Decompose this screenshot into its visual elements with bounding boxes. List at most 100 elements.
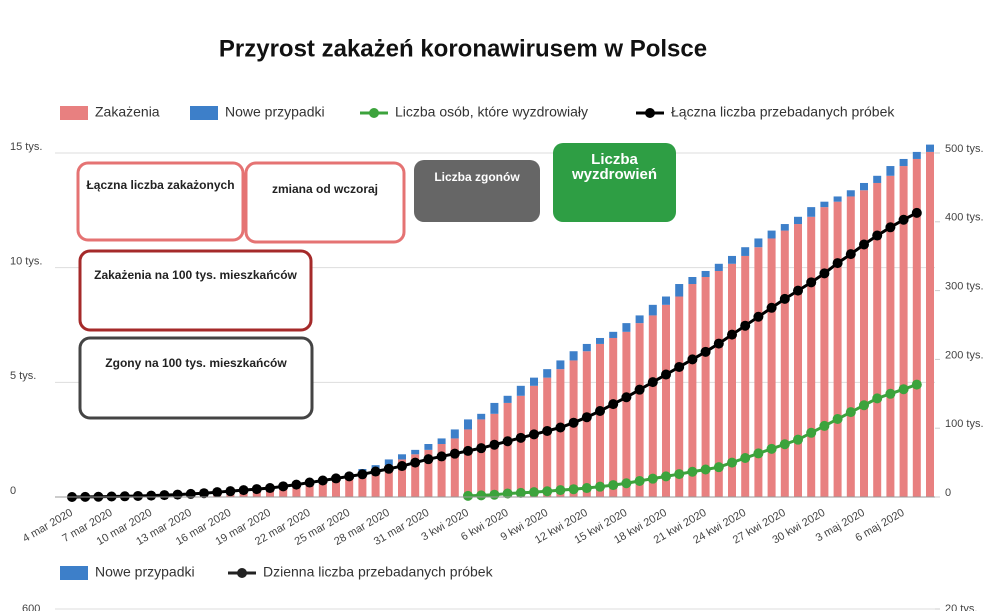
line-point <box>542 425 553 436</box>
line-point <box>647 473 658 484</box>
line-point <box>713 462 724 473</box>
bar <box>846 190 855 197</box>
bar <box>912 151 921 159</box>
info-box-label: zmiana od wczoraj <box>272 182 378 196</box>
bar <box>912 158 921 498</box>
bar <box>582 351 591 497</box>
line-point <box>133 490 143 501</box>
line-point <box>291 479 302 490</box>
bar <box>596 343 604 497</box>
bar <box>609 331 618 338</box>
bar <box>398 454 406 460</box>
line-point <box>278 481 289 492</box>
bar <box>345 476 354 497</box>
line-point <box>608 480 619 491</box>
bar <box>437 438 446 445</box>
line-point <box>687 354 698 365</box>
y2-tick-label: 500 tys. <box>945 143 984 155</box>
bar <box>833 196 842 202</box>
line-point <box>885 222 896 233</box>
line-point <box>423 454 434 465</box>
legend-swatch <box>369 108 379 118</box>
bar <box>464 429 472 497</box>
line-point <box>212 487 223 498</box>
bar <box>688 284 697 497</box>
line-point <box>898 384 909 395</box>
line-point <box>568 417 579 428</box>
line-point <box>581 483 592 494</box>
line-point <box>859 400 869 411</box>
line-point <box>832 414 843 425</box>
bar <box>543 377 552 497</box>
line-point <box>647 377 658 388</box>
bar <box>886 166 895 176</box>
info-box <box>78 249 313 332</box>
bar <box>807 207 816 217</box>
line-point <box>674 469 685 480</box>
bar <box>371 468 380 497</box>
line-point <box>700 464 711 475</box>
line-point <box>911 207 922 218</box>
line-point <box>753 311 764 322</box>
bar <box>530 377 538 386</box>
info-box-label: Zakażenia na 100 tys. mieszkańców <box>94 268 297 282</box>
info-box <box>76 161 245 242</box>
line-point <box>489 489 500 500</box>
y2-tick-label: 400 tys. <box>945 212 984 224</box>
bar <box>398 459 406 497</box>
line-point <box>304 477 315 488</box>
bar <box>728 255 736 264</box>
bar <box>807 216 816 497</box>
line-point <box>542 486 553 497</box>
line-point <box>199 488 209 499</box>
line-point <box>898 214 909 225</box>
bar <box>516 385 525 396</box>
bar <box>384 459 393 466</box>
line-point <box>872 230 883 241</box>
line-point <box>859 239 869 250</box>
bar <box>411 454 420 497</box>
bar <box>411 449 420 455</box>
chart-title: Przyrost zakażeń koronawirusem w Polsce <box>219 35 707 62</box>
y-tick-label: 0 <box>10 485 16 497</box>
bar <box>503 395 512 403</box>
y-tick-label: 5 tys. <box>10 370 36 382</box>
bar <box>635 323 644 497</box>
info-box-label: Zgony na 100 tys. mieszkańców <box>105 356 287 370</box>
line-point <box>238 485 249 496</box>
line-point <box>806 277 817 288</box>
legend-swatch <box>645 108 655 118</box>
bar <box>266 491 274 497</box>
bar <box>754 247 763 497</box>
bar <box>252 491 261 497</box>
line-point <box>185 488 196 499</box>
line-point <box>436 451 447 462</box>
bar <box>450 429 459 439</box>
info-box-line: Liczba <box>591 151 638 168</box>
bar <box>648 304 657 316</box>
y-tick-label: 600 <box>22 603 40 611</box>
bar <box>714 270 723 497</box>
line-point <box>779 439 790 450</box>
line-point <box>621 478 632 489</box>
line-point <box>463 490 473 501</box>
info-box-label: Liczba zgonów <box>434 170 520 184</box>
bar <box>899 166 908 497</box>
line-point <box>489 439 500 450</box>
bar <box>833 201 842 497</box>
bar <box>305 484 314 497</box>
line-point <box>700 346 711 357</box>
bar <box>477 419 486 497</box>
bar <box>622 323 631 332</box>
line-point <box>727 329 737 340</box>
legend-label: Nowe przypadki <box>95 564 195 580</box>
line-point <box>872 393 883 404</box>
info-box <box>78 336 314 420</box>
line-point <box>410 457 421 468</box>
bar <box>569 351 578 361</box>
line-point <box>634 384 645 395</box>
line-point <box>793 434 803 445</box>
line-point <box>832 258 843 269</box>
y2-tick-label: 0 <box>945 487 951 499</box>
line-point <box>146 490 157 501</box>
